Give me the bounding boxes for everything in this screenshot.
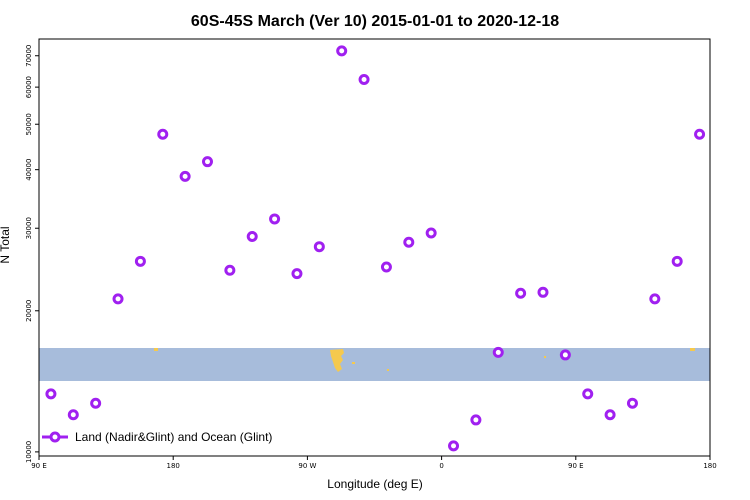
data-point: [134, 255, 146, 267]
data-point: [448, 440, 460, 452]
x-tick-label: 90 E: [31, 462, 47, 470]
y-axis: 10000 20000 30000 40000 50000 60000 70000: [25, 45, 39, 463]
y-axis-label: N Total: [0, 226, 12, 263]
data-point: [380, 261, 392, 273]
land-south-america: [330, 349, 344, 372]
data-point: [45, 388, 57, 400]
ocean-band: [39, 348, 710, 381]
legend: Land (Nadir&Glint) and Ocean (Glint): [42, 430, 272, 444]
data-point: [537, 286, 549, 298]
y-tick-label: 40000: [25, 159, 33, 181]
data-point: [67, 409, 79, 421]
y-tick-label: 50000: [25, 113, 33, 135]
plot-frame: [38, 38, 711, 457]
x-tick-label: 90 E: [568, 462, 584, 470]
data-point: [224, 264, 236, 276]
x-axis-label: Longitude (deg E): [327, 477, 422, 491]
land-speck: [352, 362, 355, 364]
data-point: [246, 231, 258, 243]
legend-marker: [49, 431, 61, 443]
x-tick-label: 180: [703, 462, 716, 470]
y-tick-label: 60000: [25, 76, 33, 98]
data-point: [291, 268, 303, 280]
land-speck: [544, 356, 546, 358]
data-point: [425, 227, 437, 239]
land-speck: [690, 348, 695, 351]
data-point: [604, 409, 616, 421]
data-point: [492, 346, 504, 358]
y-tick-label: 10000: [25, 441, 33, 463]
land-speck: [154, 348, 158, 351]
y-tick-label: 20000: [25, 300, 33, 322]
map-band: [39, 348, 710, 381]
data-point: [403, 236, 415, 248]
x-axis: 90 E 180 90 W 0 90 E 180: [31, 456, 717, 470]
data-point: [157, 128, 169, 140]
data-point: [201, 156, 213, 168]
x-tick-label: 180: [167, 462, 180, 470]
x-tick-label: 0: [439, 462, 443, 470]
data-point: [358, 73, 370, 85]
series-points: [45, 45, 706, 452]
legend-label: Land (Nadir&Glint) and Ocean (Glint): [75, 430, 272, 444]
chart-title: 60S-45S March (Ver 10) 2015-01-01 to 202…: [191, 13, 559, 30]
data-point: [112, 293, 124, 305]
data-point: [515, 287, 527, 299]
y-tick-label: 70000: [25, 45, 33, 67]
data-point: [470, 414, 482, 426]
data-point: [559, 349, 571, 361]
data-point: [336, 45, 348, 57]
data-point: [313, 241, 325, 253]
land-speck: [387, 369, 389, 371]
data-point: [649, 293, 661, 305]
data-point: [90, 397, 102, 409]
data-point: [582, 388, 594, 400]
x-tick-label: 90 W: [298, 462, 316, 470]
data-point: [179, 170, 191, 182]
y-tick-label: 30000: [25, 217, 33, 239]
data-point: [694, 128, 706, 140]
data-point: [671, 255, 683, 267]
data-point: [269, 213, 281, 225]
data-point: [626, 397, 638, 409]
